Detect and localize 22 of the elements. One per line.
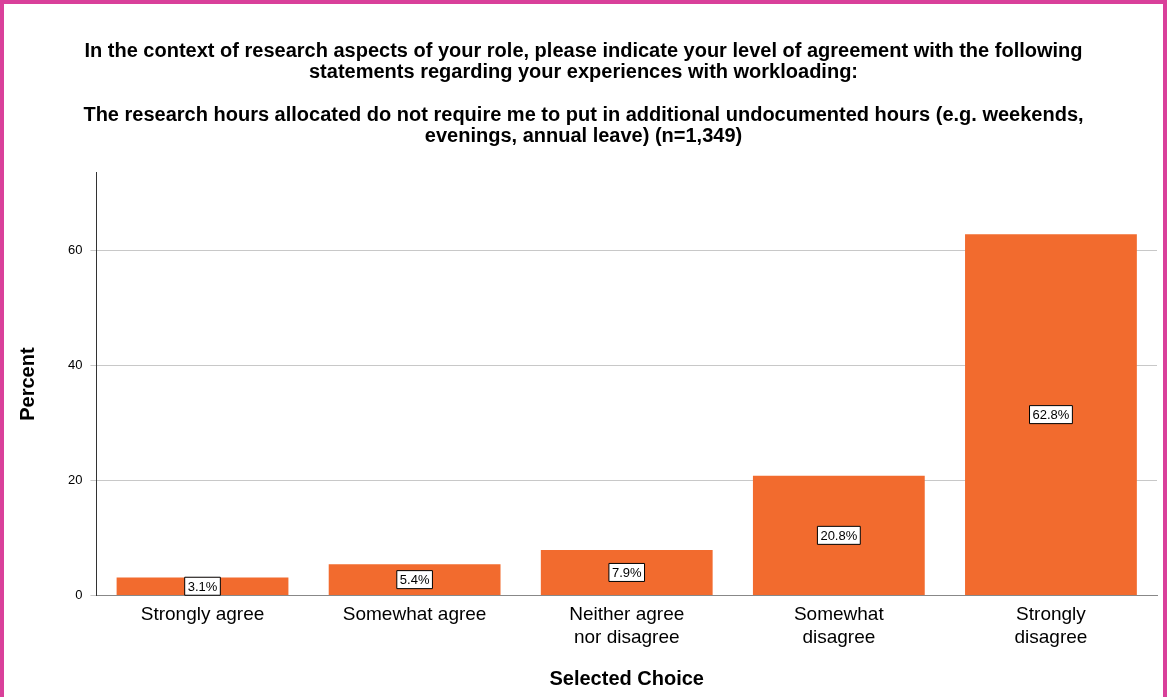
x-axis-title: Selected Choice — [549, 666, 704, 689]
x-tick-label: Strongly agree — [140, 603, 265, 625]
y-axis-title: Percent — [15, 347, 38, 421]
x-tick-label: Somewhat agree — [342, 603, 487, 625]
bar — [752, 475, 925, 595]
y-tick-label: 60 — [67, 242, 83, 257]
x-tick-label: Neither agree nor disagree — [569, 603, 685, 647]
chart-title: In the context of research aspects of your role, please indicate your level of agreement with the following statements regarding your experiences with workloading: — [83, 39, 1084, 82]
chart-subtitle: The research hours allocated do not require me to put in additional undocumented hours (e.g. weekends, evenings, annual leave) (n=1,349) — [82, 103, 1085, 146]
data-label: 62.8% — [1032, 407, 1070, 423]
y-tick-label: 40 — [67, 356, 83, 372]
bar — [965, 234, 1137, 595]
data-label: 5.4% — [399, 572, 430, 588]
y-tick-label: 20 — [67, 471, 83, 487]
data-label: 7.9% — [611, 565, 642, 581]
y-tick-label: 0 — [75, 586, 83, 602]
data-label: 3.1% — [187, 578, 218, 594]
bar — [328, 564, 501, 595]
bar — [540, 549, 713, 595]
data-label: 20.8% — [820, 527, 858, 543]
x-tick-label: Strongly disagree — [1014, 603, 1088, 647]
x-tick-label: Somewhat disagree — [793, 603, 885, 647]
